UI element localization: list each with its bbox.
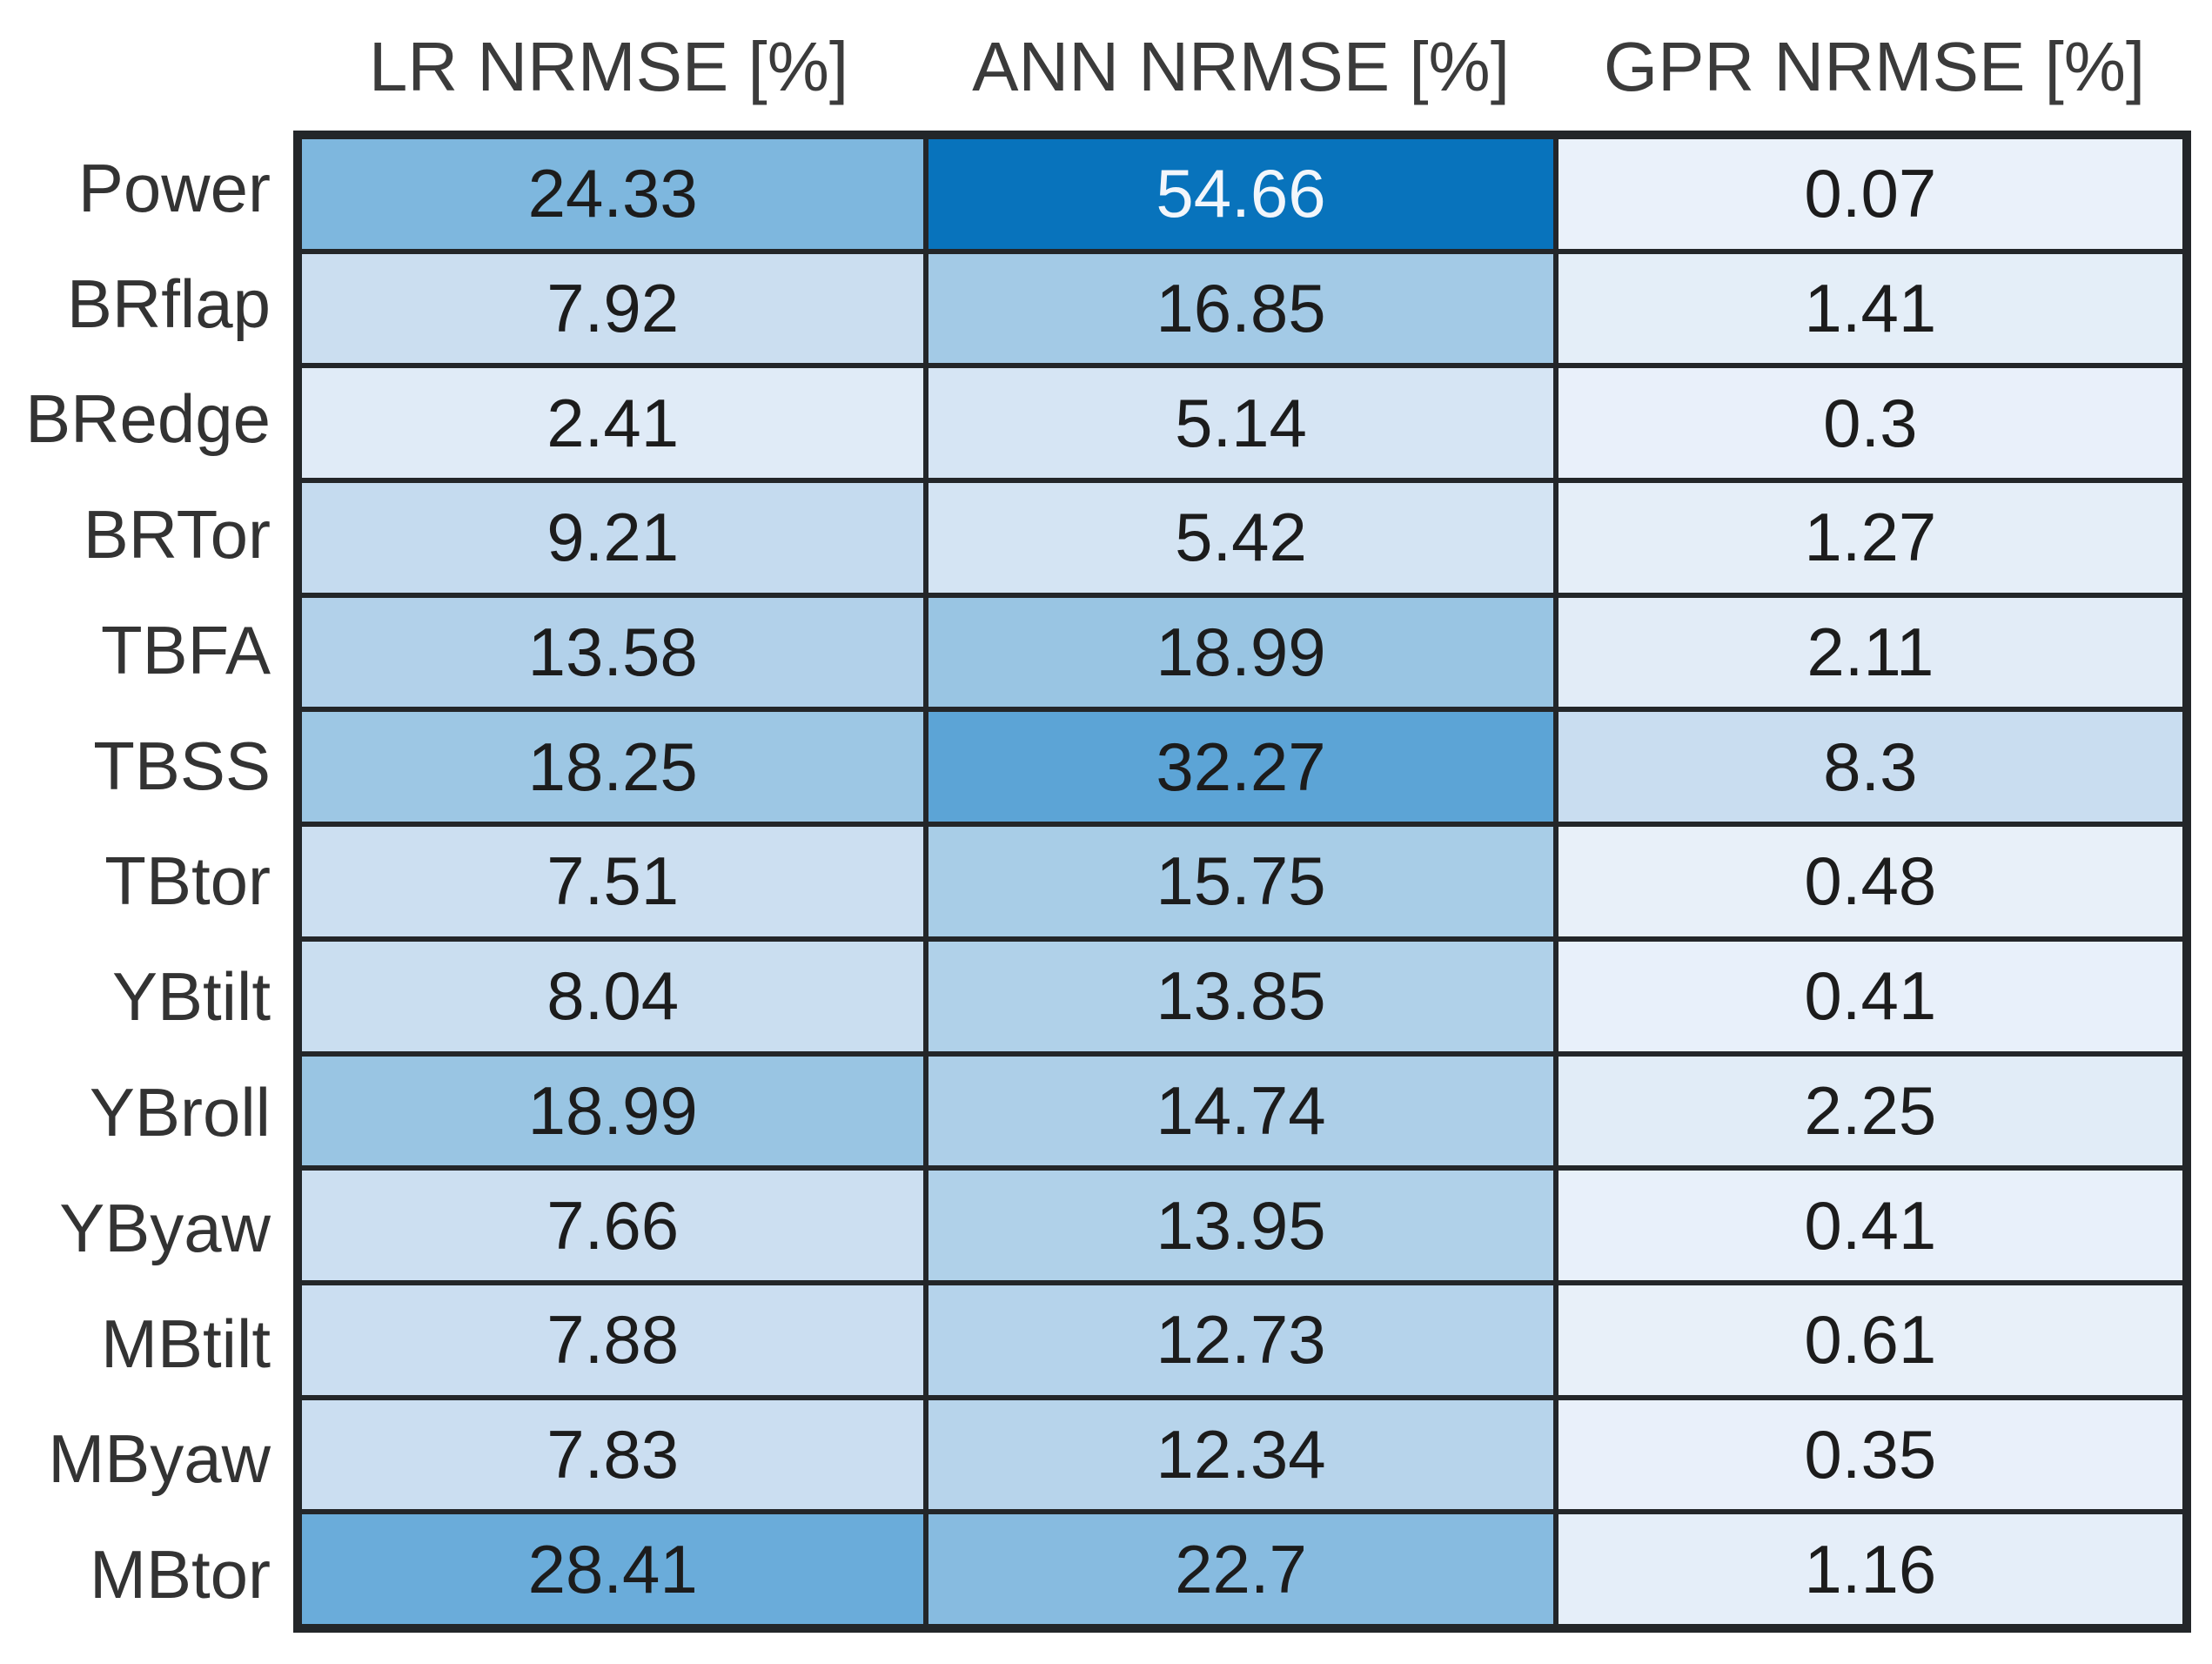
heatmap-grid: 24.33 54.66 0.07 7.92 16.85 1.41 2.41 5.14 0.3 9.… (293, 131, 2191, 1633)
heatmap-cell: 5.42 (928, 483, 1553, 593)
heatmap-cell: 9.21 (302, 483, 924, 593)
row-label: BRflap (66, 265, 271, 342)
heatmap-cell: 8.3 (1558, 712, 2182, 822)
heatmap-cell: 18.25 (302, 712, 924, 822)
heatmap-cell: 32.27 (928, 712, 1553, 822)
heatmap-cell: 1.16 (1558, 1514, 2182, 1624)
heatmap-cell: 24.33 (302, 139, 924, 249)
column-header: LR NRMSE [%] (368, 28, 849, 105)
heatmap-cell: 22.7 (928, 1514, 1553, 1624)
heatmap-cell: 13.85 (928, 941, 1553, 1051)
heatmap-cell: 12.34 (928, 1399, 1553, 1510)
heatmap-cell: 8.04 (302, 941, 924, 1051)
heatmap-cell: 0.07 (1558, 139, 2182, 249)
heatmap-cell: 1.41 (1558, 253, 2182, 364)
column-header: GPR NRMSE [%] (1603, 28, 2146, 105)
heatmap-cell: 7.66 (302, 1171, 924, 1280)
row-label: YBtilt (111, 958, 271, 1036)
heatmap-cell: 12.73 (928, 1285, 1553, 1395)
row-label: TBFA (100, 611, 271, 688)
heatmap-cell: 16.85 (928, 253, 1553, 364)
heatmap-cell: 54.66 (928, 139, 1553, 249)
heatmap-cell: 15.75 (928, 827, 1553, 936)
heatmap-cell: 0.35 (1558, 1399, 2182, 1510)
row-label: YByaw (59, 1189, 271, 1266)
heatmap-cell: 0.48 (1558, 827, 2182, 936)
heatmap-cell: 2.25 (1558, 1056, 2182, 1166)
heatmap-cell: 7.88 (302, 1285, 924, 1395)
row-label: TBtor (104, 842, 271, 920)
heatmap-cell: 14.74 (928, 1056, 1553, 1166)
heatmap-cell: 18.99 (302, 1056, 924, 1166)
heatmap-cell: 28.41 (302, 1514, 924, 1624)
row-label: BRTor (83, 496, 271, 574)
heatmap-cell: 2.11 (1558, 597, 2182, 708)
heatmap-cell: 7.92 (302, 253, 924, 364)
heatmap-cell: 13.58 (302, 597, 924, 708)
heatmap-cell: 7.51 (302, 827, 924, 936)
column-headers: LR NRMSE [%] ANN NRMSE [%] GPR NRMSE [%] (293, 16, 2191, 118)
heatmap-cell: 13.95 (928, 1171, 1553, 1280)
heatmap-cell: 0.61 (1558, 1285, 2182, 1395)
row-label: YBroll (89, 1074, 271, 1151)
row-label: TBSS (93, 727, 271, 804)
heatmap-cell: 0.41 (1558, 941, 2182, 1051)
heatmap-cell: 2.41 (302, 368, 924, 479)
heatmap-cell: 5.14 (928, 368, 1553, 479)
row-label: Power (77, 149, 271, 226)
row-label: BRedge (25, 380, 271, 458)
row-labels: Power BRflap BRedge BRTor TBFA TBSS TBtor YBtil… (0, 131, 293, 1633)
row-label: MBtor (89, 1536, 271, 1614)
row-label: MBtilt (101, 1305, 271, 1382)
heatmap-cell: 18.99 (928, 597, 1553, 708)
column-header: ANN NRMSE [%] (972, 28, 1510, 105)
row-label: MByaw (48, 1420, 271, 1498)
heatmap-cell: 0.41 (1558, 1171, 2182, 1280)
heatmap-cell: 0.3 (1558, 368, 2182, 479)
heatmap-cell: 1.27 (1558, 483, 2182, 593)
heatmap-cell: 7.83 (302, 1399, 924, 1510)
